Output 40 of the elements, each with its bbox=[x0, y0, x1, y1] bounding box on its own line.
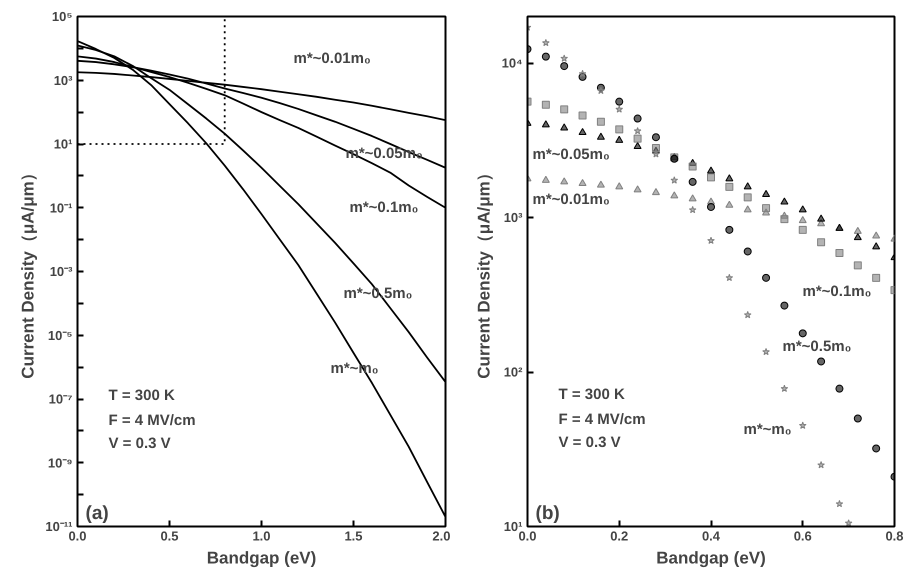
annotation: (b) bbox=[536, 503, 560, 524]
x-tick-label: 0.2 bbox=[610, 528, 628, 544]
annotation: T = 300 K bbox=[108, 387, 175, 404]
annotation: m*~m₀ bbox=[744, 421, 792, 438]
annotation: F = 4 MV/cm bbox=[108, 412, 196, 429]
y-tick-label: 10¹ bbox=[54, 136, 73, 152]
y-tick-label: 10⁴ bbox=[502, 56, 522, 71]
y-tick-label: 10⁻⁹ bbox=[48, 455, 73, 470]
y-tick-label: 10³ bbox=[504, 210, 524, 226]
annotation: m*~0.01m₀ bbox=[294, 50, 371, 67]
annotation: m*~0.5m₀ bbox=[782, 338, 852, 355]
x-tick-label: 0.4 bbox=[702, 528, 721, 544]
x-tick-label: 1.5 bbox=[344, 528, 363, 544]
y-axis-title: Current Density（μA/μm） bbox=[474, 164, 494, 379]
annotation: V = 0.3 V bbox=[558, 434, 621, 451]
x-tick-label: 0.6 bbox=[794, 528, 812, 544]
y-tick-label: 10⁵ bbox=[52, 9, 73, 24]
annotation: F = 4 MV/cm bbox=[558, 411, 646, 428]
y-tick-label: 10² bbox=[504, 364, 524, 380]
x-tick-label: 2.0 bbox=[432, 528, 451, 544]
y-tick-label: 10⁻⁵ bbox=[48, 328, 73, 343]
x-tick-label: 0.0 bbox=[518, 528, 537, 544]
annotation: m*~0.05m₀ bbox=[532, 146, 610, 163]
annotation: (a) bbox=[86, 503, 109, 524]
x-tick-label: 0.8 bbox=[885, 528, 904, 544]
annotation: T = 300 K bbox=[558, 386, 625, 403]
x-tick-label: 1.0 bbox=[252, 528, 271, 544]
y-axis-title: Current Density（μA/μm） bbox=[18, 164, 38, 379]
annotation: V = 0.3 V bbox=[108, 435, 171, 452]
y-tick-label: 10³ bbox=[54, 72, 74, 88]
annotation: m*~0.1m₀ bbox=[350, 199, 418, 216]
y-tick-label: 10⁻¹ bbox=[50, 200, 73, 216]
y-tick-label: 10⁻³ bbox=[50, 264, 74, 279]
annotation: m*~0.1m₀ bbox=[802, 283, 872, 300]
x-tick-label: 0.0 bbox=[68, 528, 87, 544]
x-tick-label: 0.5 bbox=[160, 528, 179, 544]
x-axis-title: Bandgap (eV) bbox=[206, 548, 316, 568]
y-tick-label: 10⁻⁷ bbox=[48, 392, 73, 406]
x-axis-title: Bandgap (eV) bbox=[656, 548, 766, 568]
annotation: m*~0.01m₀ bbox=[532, 191, 610, 208]
